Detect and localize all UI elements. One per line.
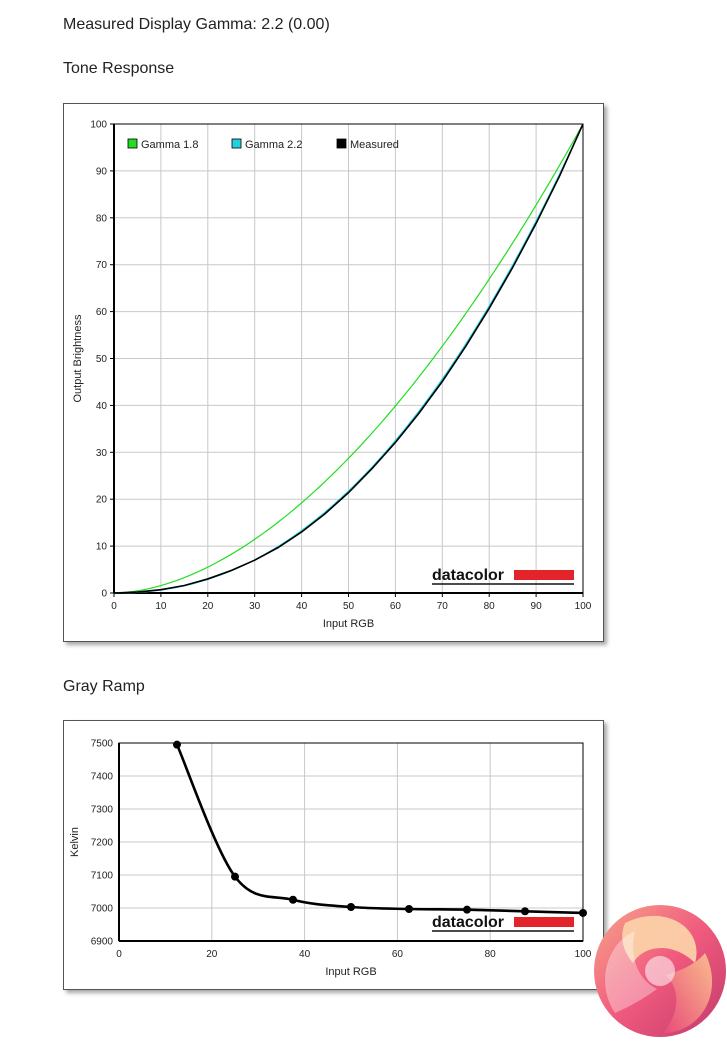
x-axis-title: Input RGB [325,966,376,978]
y-tick-label: 7500 [91,739,114,750]
legend-label: Measured [350,139,399,151]
measured-gamma-text: Measured Display Gamma: 2.2 (0.00) [63,16,330,33]
kelvin-data-point [579,908,587,917]
tone-response-chart: 0 10 20 30 40 50 60 70 80 90 100 0 10 20 30 40 50 60 70 80 9… [63,103,604,642]
x-tick-label: 90 [531,601,543,612]
kelvin-data-point [173,740,181,749]
legend-label: Gamma 2.2 [245,139,302,151]
x-tick-label: 50 [343,601,355,612]
x-tick-label: 60 [392,949,404,960]
datacolor-brand-text-1: datacolor [432,567,504,584]
y-tick-label: 0 [101,589,107,600]
y-tick-label: 7300 [91,805,114,816]
tone-response-title: Tone Response [63,60,175,77]
x-tick-label: 20 [206,949,218,960]
y-tick-label: 30 [96,448,108,459]
kelvin-data-point [521,907,529,916]
y-tick-label: 7400 [91,772,114,783]
y-tick-label: 10 [96,542,108,553]
y-tick-label: 7100 [91,871,114,882]
x-tick-label: 20 [202,601,214,612]
x-axis-title: Input RGB [323,618,374,630]
x-tick-label: 40 [296,601,308,612]
x-tick-label: 100 [575,601,592,612]
x-tick-label: 0 [116,949,122,960]
datacolor-brand-bar-1 [514,570,574,580]
y-tick-label: 7000 [91,904,114,915]
series-line-measured [113,123,584,594]
y-tick-label: 7200 [91,838,114,849]
series-line-gamma-1-8 [113,123,584,594]
kelvin-data-point [463,905,471,914]
site-logo-icon [594,905,726,1037]
x-tick-label: 10 [155,601,167,612]
kelvin-data-point [347,903,355,912]
y-axis-title: Output Brightness [72,314,84,403]
legend-label: Gamma 1.8 [141,139,198,151]
y-tick-label: 40 [96,401,108,412]
kelvin-data-point [231,872,239,881]
datacolor-brand-text-2: datacolor [432,914,504,931]
kelvin-series-line [175,744,584,915]
legend-swatch-gamma-1-8 [127,138,138,149]
kelvin-data-point [405,904,413,913]
y-tick-label: 90 [96,166,108,177]
x-tick-label: 80 [485,949,497,960]
gray-ramp-svg: 0 20 40 60 80 100 6900 7000 7100 7200 7300 7400 7500… [69,739,592,979]
legend-swatch-gamma-2-2 [231,138,242,149]
tone-response-svg: 0 10 20 30 40 50 60 70 80 90 100 0 10 20 30 40 50 60 70 80 9… [72,120,592,631]
x-tick-label: 40 [299,949,311,960]
y-tick-label: 80 [96,213,108,224]
y-tick-label: 60 [96,307,108,318]
y-tick-label: 6900 [91,937,114,948]
kelvin-data-point [289,895,297,904]
y-tick-label: 20 [96,495,108,506]
y-tick-label: 70 [96,260,108,271]
datacolor-brand-bar-2 [514,917,574,927]
legend-swatch-measured [336,138,347,149]
x-tick-label: 60 [390,601,402,612]
gray-ramp-title: Gray Ramp [63,678,145,695]
y-tick-label: 50 [96,354,108,365]
y-axis-title: Kelvin [69,827,81,857]
gray-ramp-chart: 0 20 40 60 80 100 6900 7000 7100 7200 7300 7400 7500… [63,720,604,990]
x-tick-label: 80 [484,601,496,612]
x-tick-label: 30 [249,601,261,612]
x-tick-label: 0 [111,601,117,612]
x-tick-label: 70 [437,601,449,612]
x-tick-label: 100 [575,949,592,960]
y-tick-label: 100 [90,120,107,131]
